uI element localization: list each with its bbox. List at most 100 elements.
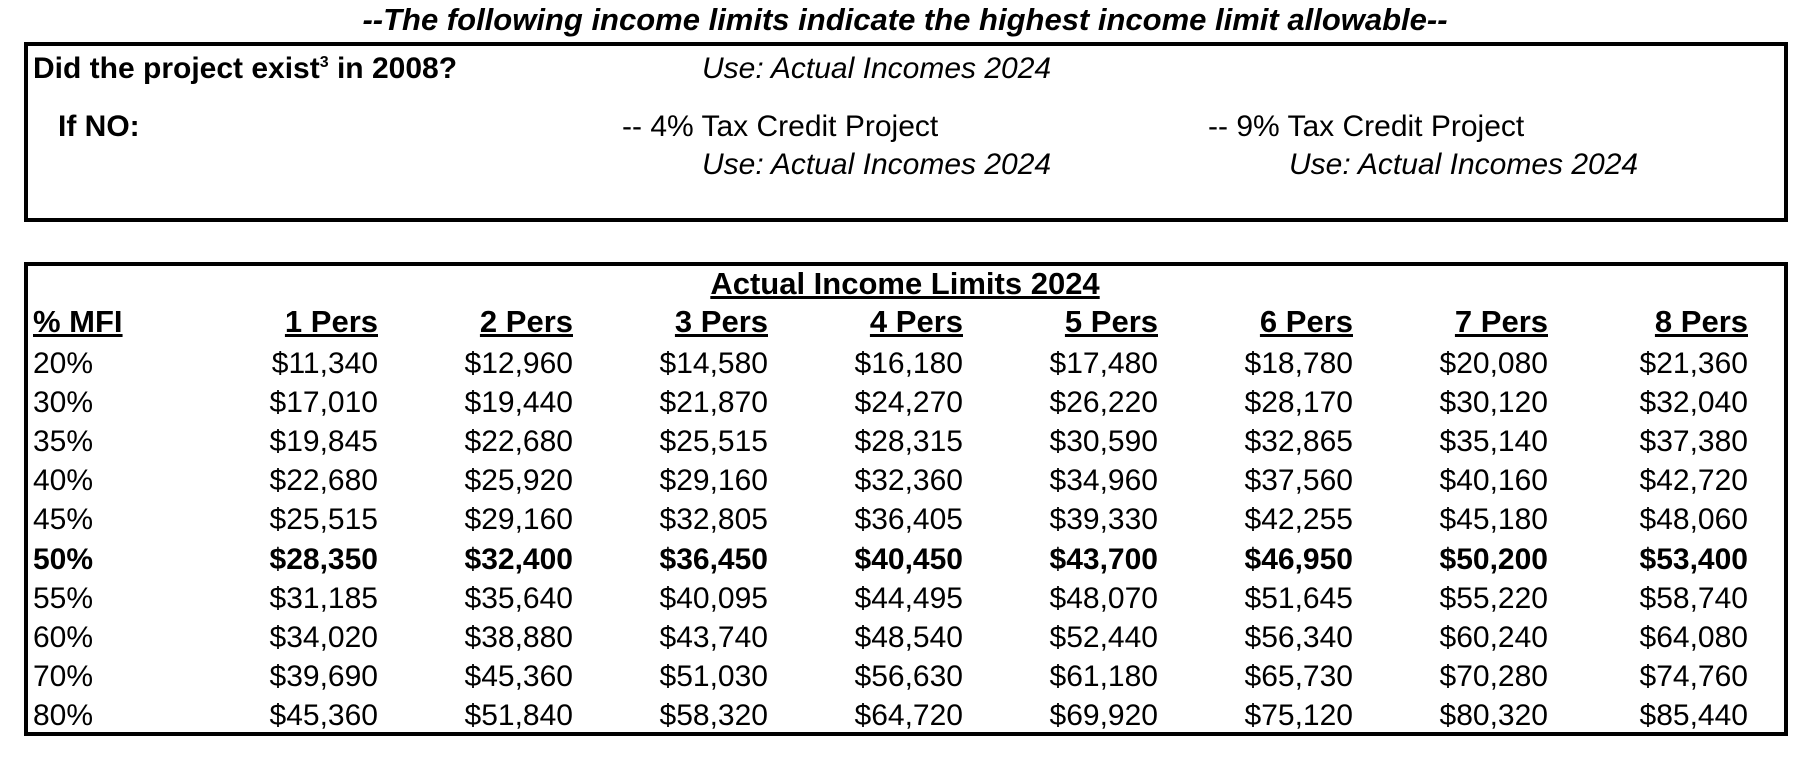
mfi-percent-cell: 40%	[33, 464, 94, 498]
income-limit-cell-8-pers: $85,440	[1639, 698, 1748, 732]
income-limit-cell-3-pers: $58,320	[659, 698, 768, 732]
table-row: 80% $45,360 $51,840 $58,320 $64,720 $69,920 $7…	[0, 697, 1810, 736]
income-limit-cell-4-pers: $64,720	[854, 698, 963, 732]
income-limit-cell-2-pers: $19,440	[464, 386, 573, 420]
income-limit-cell-5-pers: $17,480	[1049, 347, 1158, 380]
income-limit-cell-3-pers: $43,740	[659, 620, 768, 654]
income-limit-cell-6-pers: $51,645	[1244, 581, 1353, 615]
table-row: 70% $39,690 $45,360 $51,030 $56,630 $61,180 $6…	[0, 658, 1810, 697]
income-limit-cell-6-pers: $42,255	[1244, 503, 1353, 537]
income-limit-cell-2-pers: $51,840	[464, 698, 573, 732]
mfi-percent-cell: 45%	[33, 503, 94, 537]
income-limit-cell-7-pers: $30,120	[1439, 386, 1548, 420]
income-limit-cell-4-pers: $44,495	[854, 581, 963, 615]
mfi-percent-cell: 35%	[33, 425, 94, 459]
income-limit-cell-6-pers: $56,340	[1244, 620, 1353, 654]
income-limit-cell-1-pers: $31,185	[269, 581, 378, 615]
mfi-percent-cell: 70%	[33, 659, 94, 693]
income-limit-cell-3-pers: $32,805	[659, 503, 768, 537]
income-limit-cell-8-pers: $37,380	[1639, 425, 1748, 459]
table-row: 60% $34,020 $38,880 $43,740 $48,540 $52,440 $5…	[0, 619, 1810, 658]
income-limit-cell-2-pers: $38,880	[464, 620, 573, 654]
page-heading: --The following income limits indicate t…	[362, 2, 1448, 37]
table-row: 45% $25,515 $29,160 $32,805 $36,405 $39,330 $4…	[0, 501, 1810, 540]
column-header-1-pers: 1 Pers	[284, 304, 378, 339]
income-limit-cell-2-pers: $45,360	[464, 659, 573, 693]
income-limit-cell-4-pers: $24,270	[854, 386, 963, 420]
income-limit-cell-7-pers: $35,140	[1439, 425, 1548, 459]
project-exist-question: Did the project exist3 in 2008?	[33, 52, 457, 86]
income-limit-cell-3-pers: $29,160	[659, 464, 768, 498]
mfi-percent-cell: 20%	[33, 347, 94, 380]
income-limit-cell-8-pers: $74,760	[1639, 659, 1748, 693]
table-row: 55% $31,185 $35,640 $40,095 $44,495 $48,070 $5…	[0, 580, 1810, 619]
column-header-7-pers: 7 Pers	[1454, 304, 1548, 339]
question-tail: in 2008?	[328, 52, 458, 85]
income-limit-cell-2-pers: $12,960	[464, 347, 573, 380]
option-4pct-label: -- 4% Tax Credit Project	[622, 110, 939, 143]
mfi-percent-cell: 30%	[33, 386, 94, 420]
option-4pct-use: Use: Actual Incomes 2024	[702, 148, 1052, 181]
income-limit-cell-8-pers: $42,720	[1639, 464, 1748, 498]
income-limit-cell-8-pers: $48,060	[1639, 503, 1748, 537]
income-limit-cell-6-pers: $18,780	[1244, 347, 1353, 380]
income-limit-cell-5-pers: $43,700	[1049, 542, 1158, 576]
income-limit-cell-4-pers: $48,540	[854, 620, 963, 654]
income-limit-cell-3-pers: $25,515	[659, 425, 768, 459]
income-limit-cell-5-pers: $52,440	[1049, 620, 1158, 654]
income-limit-cell-3-pers: $21,870	[659, 386, 768, 420]
mfi-percent-cell: 55%	[33, 581, 94, 615]
mfi-percent-cell: 60%	[33, 620, 94, 654]
income-limit-cell-2-pers: $22,680	[464, 425, 573, 459]
income-limit-cell-3-pers: $36,450	[659, 542, 768, 576]
income-limit-cell-6-pers: $75,120	[1244, 698, 1353, 732]
income-limit-cell-6-pers: $46,950	[1244, 542, 1353, 576]
income-limit-cell-5-pers: $34,960	[1049, 464, 1158, 498]
income-limit-cell-7-pers: $60,240	[1439, 620, 1548, 654]
income-limit-cell-1-pers: $34,020	[269, 620, 378, 654]
column-header-5-pers: 5 Pers	[1064, 304, 1158, 339]
income-limit-cell-7-pers: $20,080	[1439, 347, 1548, 380]
column-header-2-pers: 2 Pers	[479, 304, 573, 339]
column-header-pct-mfi: % MFI	[33, 304, 123, 339]
footnote-marker: 3	[319, 54, 329, 71]
income-limit-cell-6-pers: $37,560	[1244, 464, 1353, 498]
option-9pct-use: Use: Actual Incomes 2024	[1289, 148, 1639, 181]
income-limit-cell-1-pers: $45,360	[269, 698, 378, 732]
income-limit-cell-1-pers: $25,515	[269, 503, 378, 537]
income-limit-cell-5-pers: $39,330	[1049, 503, 1158, 537]
income-limit-cell-1-pers: $11,340	[271, 347, 378, 380]
table-row: 40% $22,680 $25,920 $29,160 $32,360 $34,960 $3…	[0, 462, 1810, 501]
column-header-8-pers: 8 Pers	[1654, 304, 1748, 339]
income-limit-cell-5-pers: $26,220	[1049, 386, 1158, 420]
income-limit-cell-8-pers: $53,400	[1639, 542, 1748, 576]
column-header-3-pers: 3 Pers	[674, 304, 768, 339]
income-limit-cell-7-pers: $55,220	[1439, 581, 1548, 615]
income-limit-cell-8-pers: $58,740	[1639, 581, 1748, 615]
income-limit-cell-8-pers: $21,360	[1639, 347, 1748, 380]
income-limit-cell-2-pers: $29,160	[464, 503, 573, 537]
income-limit-cell-2-pers: $32,400	[464, 542, 573, 576]
income-limit-cell-5-pers: $61,180	[1049, 659, 1158, 693]
income-limit-cell-4-pers: $32,360	[854, 464, 963, 498]
income-limit-cell-5-pers: $30,590	[1049, 425, 1158, 459]
income-limit-cell-4-pers: $40,450	[854, 542, 963, 576]
income-limit-cell-4-pers: $16,180	[854, 347, 963, 380]
income-limit-cell-8-pers: $64,080	[1639, 620, 1748, 654]
income-limit-cell-3-pers: $14,580	[659, 347, 768, 380]
income-limit-cell-2-pers: $35,640	[464, 581, 573, 615]
option-9pct-label: -- 9% Tax Credit Project	[1208, 110, 1525, 143]
column-header-4-pers: 4 Pers	[869, 304, 963, 339]
mfi-percent-cell: 50%	[33, 542, 94, 576]
table-title: Actual Income Limits 2024	[710, 266, 1100, 301]
income-limit-cell-5-pers: $69,920	[1049, 698, 1158, 732]
income-limit-cell-3-pers: $51,030	[659, 659, 768, 693]
income-limit-cell-7-pers: $45,180	[1439, 503, 1548, 537]
income-limits-table-box	[24, 262, 1788, 736]
income-limit-cell-4-pers: $36,405	[854, 503, 963, 537]
income-limit-cell-1-pers: $17,010	[269, 386, 378, 420]
income-limit-cell-6-pers: $28,170	[1244, 386, 1353, 420]
income-limit-cell-7-pers: $40,160	[1439, 464, 1548, 498]
existing-project-use: Use: Actual Incomes 2024	[702, 52, 1052, 85]
if-no-label: If NO:	[58, 110, 140, 143]
